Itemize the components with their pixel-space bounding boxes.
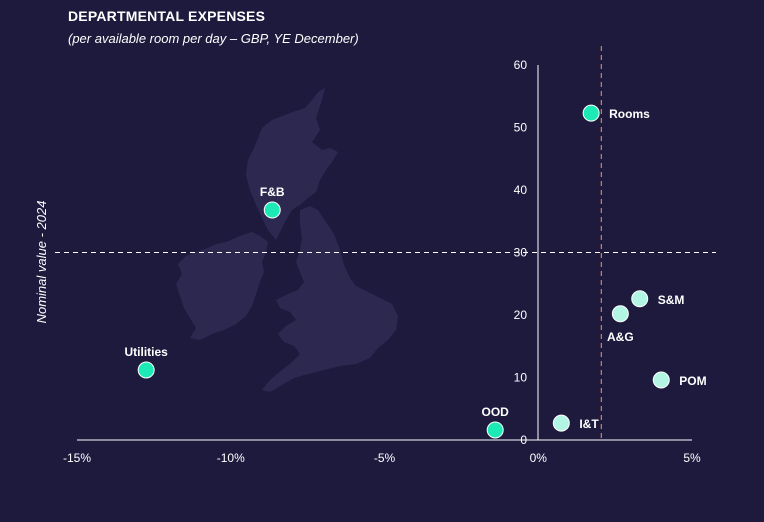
y-tick-label: 10 xyxy=(514,371,528,385)
data-point-label: POM xyxy=(679,374,706,388)
map-england-wales xyxy=(262,206,398,392)
data-point-label: S&M xyxy=(658,293,685,307)
y-tick-label: 30 xyxy=(514,246,528,260)
chart-title: DEPARTMENTAL EXPENSES xyxy=(68,8,266,24)
data-point-label: A&G xyxy=(607,330,634,344)
data-point-label: Rooms xyxy=(609,107,650,121)
map-ireland xyxy=(176,232,268,340)
data-point[interactable] xyxy=(652,371,670,389)
y-tick-label: 50 xyxy=(514,121,528,135)
uk-ireland-map xyxy=(176,88,398,392)
x-tick-label: -10% xyxy=(217,451,245,465)
map-scotland xyxy=(246,88,338,240)
chart-subtitle: (per available room per day – GBP, YE De… xyxy=(68,31,359,46)
x-tick-label: -15% xyxy=(63,451,91,465)
data-point[interactable] xyxy=(263,201,281,219)
data-point[interactable] xyxy=(486,421,504,439)
x-tick-label: 0% xyxy=(530,451,548,465)
data-point-label: I&T xyxy=(579,417,599,431)
y-tick-label: 20 xyxy=(514,308,528,322)
data-point[interactable] xyxy=(552,414,570,432)
data-point[interactable] xyxy=(631,290,649,308)
data-point-label: Utilities xyxy=(125,345,169,359)
y-tick-label: 0 xyxy=(520,433,527,447)
y-axis-label: Nominal value - 2024 xyxy=(34,201,49,324)
x-tick-label: -5% xyxy=(374,451,396,465)
y-tick-label: 40 xyxy=(514,183,528,197)
data-point[interactable] xyxy=(137,361,155,379)
y-tick-label: 60 xyxy=(514,58,528,72)
data-point-label: OOD xyxy=(482,405,510,419)
data-point[interactable] xyxy=(582,104,600,122)
x-tick-label: 5% xyxy=(683,451,701,465)
data-point[interactable] xyxy=(611,305,629,323)
data-point-label: F&B xyxy=(260,185,285,199)
